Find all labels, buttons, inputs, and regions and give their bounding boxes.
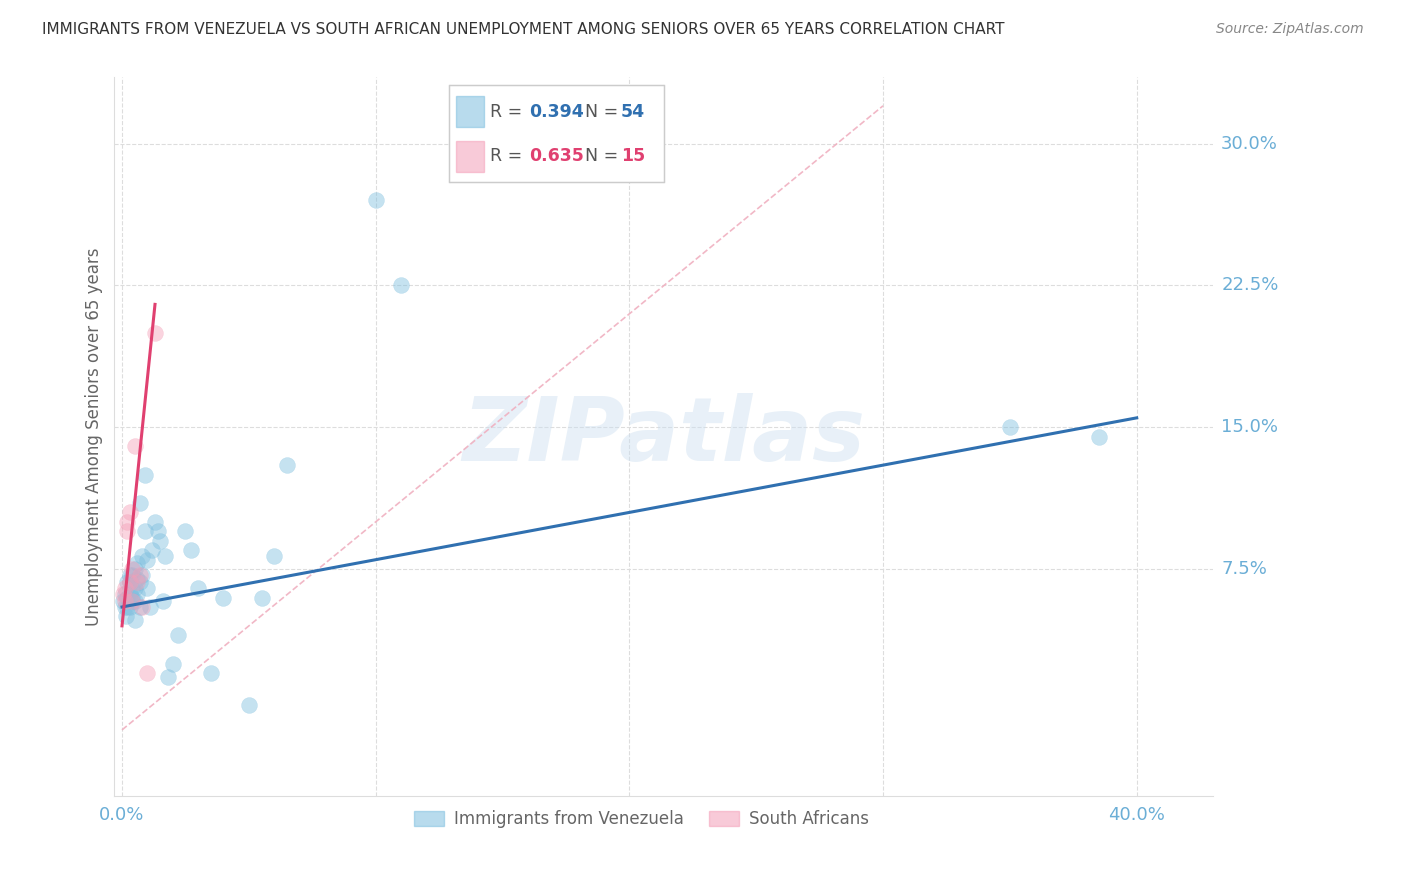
Point xyxy=(121,581,143,595)
Point xyxy=(118,567,141,582)
Point xyxy=(118,575,141,590)
Point xyxy=(136,666,159,681)
Legend: Immigrants from Venezuela, South Africans: Immigrants from Venezuela, South African… xyxy=(408,803,876,835)
Point xyxy=(131,567,153,582)
Point xyxy=(166,628,188,642)
Point xyxy=(112,594,135,608)
Point xyxy=(131,549,153,563)
Point xyxy=(114,599,136,614)
Point xyxy=(139,599,162,614)
Point xyxy=(115,524,138,539)
Point xyxy=(276,458,298,472)
Point xyxy=(114,594,136,608)
Point xyxy=(118,587,141,601)
Point xyxy=(114,609,136,624)
Point xyxy=(1087,430,1109,444)
Point xyxy=(141,543,163,558)
Point xyxy=(128,567,150,582)
Point xyxy=(127,575,149,590)
Point xyxy=(162,657,184,671)
Point xyxy=(121,567,143,582)
Point xyxy=(124,439,146,453)
Point xyxy=(200,666,222,681)
Point xyxy=(212,591,235,605)
Point xyxy=(124,594,146,608)
Point xyxy=(152,594,174,608)
Point xyxy=(238,698,260,713)
Point xyxy=(128,575,150,590)
Point xyxy=(156,670,179,684)
Point xyxy=(131,599,153,614)
Point xyxy=(136,581,159,595)
Point xyxy=(121,594,143,608)
Point xyxy=(118,599,141,614)
Point xyxy=(250,591,273,605)
Point xyxy=(134,467,156,482)
Text: 22.5%: 22.5% xyxy=(1222,277,1278,294)
Point xyxy=(263,549,285,563)
Point xyxy=(389,278,412,293)
Point xyxy=(174,524,197,539)
Point xyxy=(143,515,166,529)
Point xyxy=(112,587,135,601)
Point xyxy=(127,587,149,601)
Point xyxy=(114,581,136,595)
Point xyxy=(127,557,149,571)
Point xyxy=(153,549,176,563)
Point xyxy=(146,524,169,539)
Text: 15.0%: 15.0% xyxy=(1222,418,1278,436)
Point xyxy=(127,572,149,586)
Point xyxy=(364,194,387,208)
Point xyxy=(118,505,141,519)
Point xyxy=(121,562,143,576)
Point xyxy=(136,552,159,566)
Point xyxy=(114,587,136,601)
Point xyxy=(115,591,138,605)
Text: 7.5%: 7.5% xyxy=(1222,560,1267,578)
Point xyxy=(124,613,146,627)
Text: 30.0%: 30.0% xyxy=(1222,135,1278,153)
Point xyxy=(124,562,146,576)
Point xyxy=(115,515,138,529)
Point xyxy=(115,599,138,614)
Point xyxy=(121,594,143,608)
Point xyxy=(118,575,141,590)
Point xyxy=(179,543,201,558)
Point xyxy=(115,575,138,590)
Y-axis label: Unemployment Among Seniors over 65 years: Unemployment Among Seniors over 65 years xyxy=(86,247,103,626)
Point xyxy=(998,420,1021,434)
Point xyxy=(121,591,143,605)
Point xyxy=(143,326,166,340)
Point xyxy=(128,599,150,614)
Point xyxy=(128,496,150,510)
Text: ZIPatlas: ZIPatlas xyxy=(463,393,865,480)
Point xyxy=(134,524,156,539)
Text: Source: ZipAtlas.com: Source: ZipAtlas.com xyxy=(1216,22,1364,37)
Point xyxy=(149,533,172,548)
Text: IMMIGRANTS FROM VENEZUELA VS SOUTH AFRICAN UNEMPLOYMENT AMONG SENIORS OVER 65 YE: IMMIGRANTS FROM VENEZUELA VS SOUTH AFRIC… xyxy=(42,22,1005,37)
Point xyxy=(187,581,209,595)
Point xyxy=(124,581,146,595)
